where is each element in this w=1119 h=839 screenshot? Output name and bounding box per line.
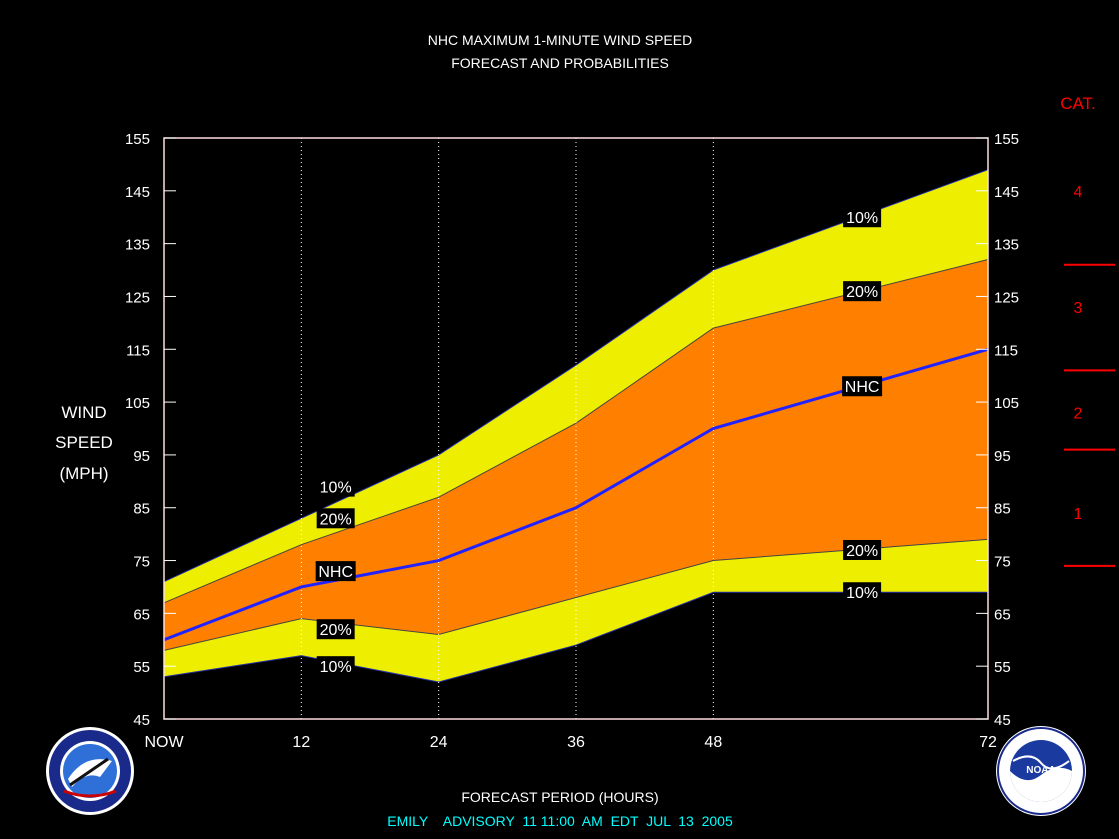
y-axis-label-line3: (MPH) <box>59 464 108 483</box>
series-10-lower-edge <box>163 591 988 683</box>
series-label-text: 10% <box>320 480 352 497</box>
y-tick-label-right: 65 <box>994 606 1011 623</box>
chart-title-line1: NHC MAXIMUM 1-MINUTE WIND SPEED <box>428 32 692 48</box>
series-label-text: 20% <box>846 543 878 560</box>
series-10-upper-edge <box>163 169 989 583</box>
y-tick-label-right: 85 <box>994 501 1011 518</box>
y-tick-label-left: 65 <box>133 606 150 623</box>
y-tick-label-left: 145 <box>125 184 150 201</box>
y-tick-label-left: 135 <box>125 237 150 254</box>
x-axis-label: FORECAST PERIOD (HOURS) <box>461 789 658 805</box>
y-tick-label-right: 105 <box>994 395 1019 412</box>
category-label: 3 <box>1074 300 1083 317</box>
plot-frame <box>163 137 989 720</box>
y-tick-label-left: 55 <box>133 659 150 676</box>
series-label-text: 10% <box>846 585 878 602</box>
series-label-text: 10% <box>846 210 878 227</box>
series-label-box <box>843 539 882 560</box>
y-tick-label-right: 125 <box>994 289 1019 306</box>
series-label-box <box>316 619 355 640</box>
y-tick-label-right: 155 <box>994 131 1019 148</box>
y-tick-label-left: 125 <box>125 289 150 306</box>
plot-area: 45 45 55 55 65 65 75 75 85 85 95 95 105 105 115 115 125 1… <box>125 131 1019 751</box>
series-label-box <box>316 476 355 497</box>
y-tick-label-left: 95 <box>133 448 150 465</box>
category-label: 2 <box>1074 406 1083 423</box>
y-tick-label-right: 135 <box>994 237 1019 254</box>
series-label-box <box>843 281 882 302</box>
series-label: 20% <box>843 539 882 560</box>
series-label: 20% <box>316 508 355 529</box>
x-tick-label: 72 <box>979 734 997 751</box>
chart-title-line2: FORECAST AND PROBABILITIES <box>451 55 669 71</box>
advisory-footer: EMILY ADVISORY 11 11:00 AM EDT JUL 13 20… <box>387 813 733 829</box>
series-label: 10% <box>316 476 355 497</box>
series-label-box <box>316 508 355 529</box>
noaa-logo-text: NOAA <box>1026 765 1055 776</box>
series-label-box <box>842 376 883 397</box>
y-tick-label-right: 45 <box>994 712 1011 729</box>
series-20-upper-edge <box>163 258 989 604</box>
series-label-text: 10% <box>320 659 352 676</box>
series-label-box <box>843 582 882 603</box>
x-tick-label: 12 <box>292 734 310 751</box>
series-nhc-line <box>163 347 989 642</box>
y-tick-label-left: 75 <box>133 554 150 571</box>
x-tick-label: NOW <box>144 734 184 751</box>
y-tick-label-right: 145 <box>994 184 1019 201</box>
y-tick-label-left: 155 <box>125 131 150 148</box>
category-scale: 4 3 2 1 <box>1064 184 1115 567</box>
series-label: 20% <box>843 281 882 302</box>
y-tick-label-left: 115 <box>126 342 150 359</box>
noaa-logo: NOAA <box>996 726 1086 816</box>
series-label: 10% <box>316 656 355 677</box>
series-label-text: NHC <box>318 564 353 581</box>
x-tick-label: 24 <box>430 734 448 751</box>
category-header: CAT. <box>1060 94 1096 113</box>
series-label: 10% <box>843 582 882 603</box>
y-tick-label-right: 55 <box>994 659 1011 676</box>
series-label: NHC <box>842 376 883 397</box>
y-axis-label-line2: SPEED <box>55 433 113 452</box>
series-label-box <box>316 656 355 677</box>
x-tick-label: 36 <box>567 734 585 751</box>
y-axis-label-line1: WIND <box>61 403 106 422</box>
y-tick-label-right: 115 <box>994 342 1018 359</box>
series-20-lower-edge <box>163 538 989 651</box>
x-tick-label: 48 <box>704 734 722 751</box>
series-label: NHC <box>315 561 356 582</box>
y-tick-label-left: 85 <box>133 501 150 518</box>
series-label-text: 20% <box>846 284 878 301</box>
category-label: 1 <box>1074 506 1083 523</box>
y-tick-label-right: 95 <box>994 448 1011 465</box>
series-label-text: 20% <box>320 622 352 639</box>
series-label: 10% <box>843 207 882 228</box>
nws-logo <box>46 727 134 815</box>
series-label-box <box>315 561 356 582</box>
series-label-text: NHC <box>845 379 880 396</box>
category-label: 4 <box>1074 184 1083 201</box>
y-tick-label-right: 75 <box>994 554 1011 571</box>
series-label-text: 20% <box>320 511 352 528</box>
y-tick-label-left: 105 <box>125 395 150 412</box>
series-label-box <box>843 207 882 228</box>
y-tick-label-left: 45 <box>133 712 150 729</box>
series-label: 20% <box>316 619 355 640</box>
